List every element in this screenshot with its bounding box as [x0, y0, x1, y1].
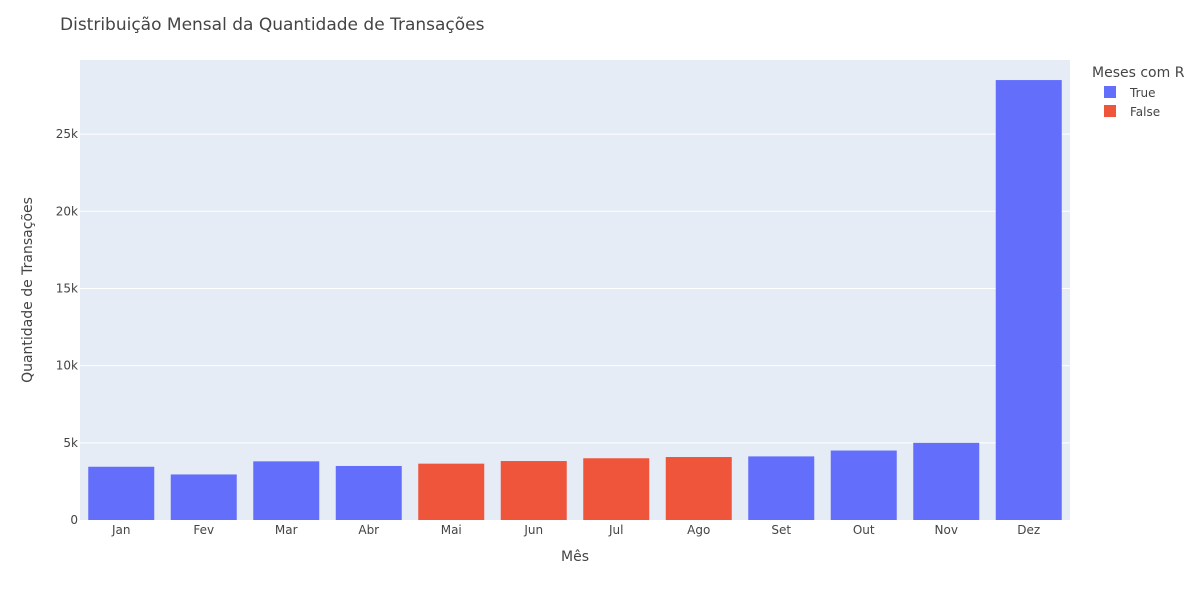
x-tick-label: Abr — [358, 523, 379, 537]
bar-dez[interactable] — [995, 80, 1062, 521]
y-tick-label: 25k — [56, 127, 78, 141]
x-tick-label: Out — [853, 523, 875, 537]
y-axis-title: Quantidade de Transações — [20, 197, 36, 383]
bar-jul[interactable] — [583, 458, 650, 520]
bar-fev[interactable] — [170, 474, 237, 520]
bar-jun[interactable] — [500, 461, 567, 520]
bar-mai[interactable] — [418, 463, 485, 520]
x-tick-label: Ago — [687, 523, 710, 537]
x-axis-ticks: Jan Fev Mar Abr Mai Jun Jul Ago Set Out Nov Dez — [111, 523, 1040, 537]
bar-nov[interactable] — [913, 442, 980, 520]
gridlines — [80, 133, 1070, 444]
legend-label-false[interactable]: False — [1130, 105, 1160, 119]
x-tick-label: Set — [771, 523, 791, 537]
x-axis-title: Mês — [561, 549, 589, 565]
y-axis-ticks: 0 5k 10k 15k 20k 25k — [56, 127, 78, 527]
x-tick-label: Jun — [523, 523, 543, 537]
x-tick-label: Mar — [275, 523, 298, 537]
y-tick-label: 0 — [70, 513, 78, 527]
y-tick-label: 10k — [56, 359, 78, 373]
x-tick-label: Fev — [193, 523, 214, 537]
x-tick-label: Dez — [1017, 523, 1040, 537]
bar-abr[interactable] — [335, 465, 402, 520]
plot-area — [80, 60, 1070, 520]
bar-ago[interactable] — [665, 457, 732, 520]
legend: Meses com R True False — [1092, 65, 1185, 119]
legend-swatch-true[interactable] — [1104, 86, 1116, 98]
legend-label-true[interactable]: True — [1129, 86, 1156, 100]
x-tick-label: Nov — [935, 523, 958, 537]
bar-mar[interactable] — [253, 461, 320, 520]
chart-title: Distribuição Mensal da Quantidade de Tra… — [60, 15, 485, 35]
x-tick-label: Mai — [441, 523, 462, 537]
x-tick-label: Jul — [608, 523, 623, 537]
bar-jan[interactable] — [88, 466, 155, 520]
y-tick-label: 15k — [56, 281, 78, 295]
bar-out[interactable] — [830, 450, 897, 520]
legend-title: Meses com R — [1092, 65, 1185, 81]
y-tick-label: 5k — [63, 436, 78, 450]
legend-swatch-false[interactable] — [1104, 105, 1116, 117]
x-tick-label: Jan — [111, 523, 131, 537]
bar-set[interactable] — [748, 456, 815, 520]
y-tick-label: 20k — [56, 204, 78, 218]
bars — [88, 80, 1062, 521]
